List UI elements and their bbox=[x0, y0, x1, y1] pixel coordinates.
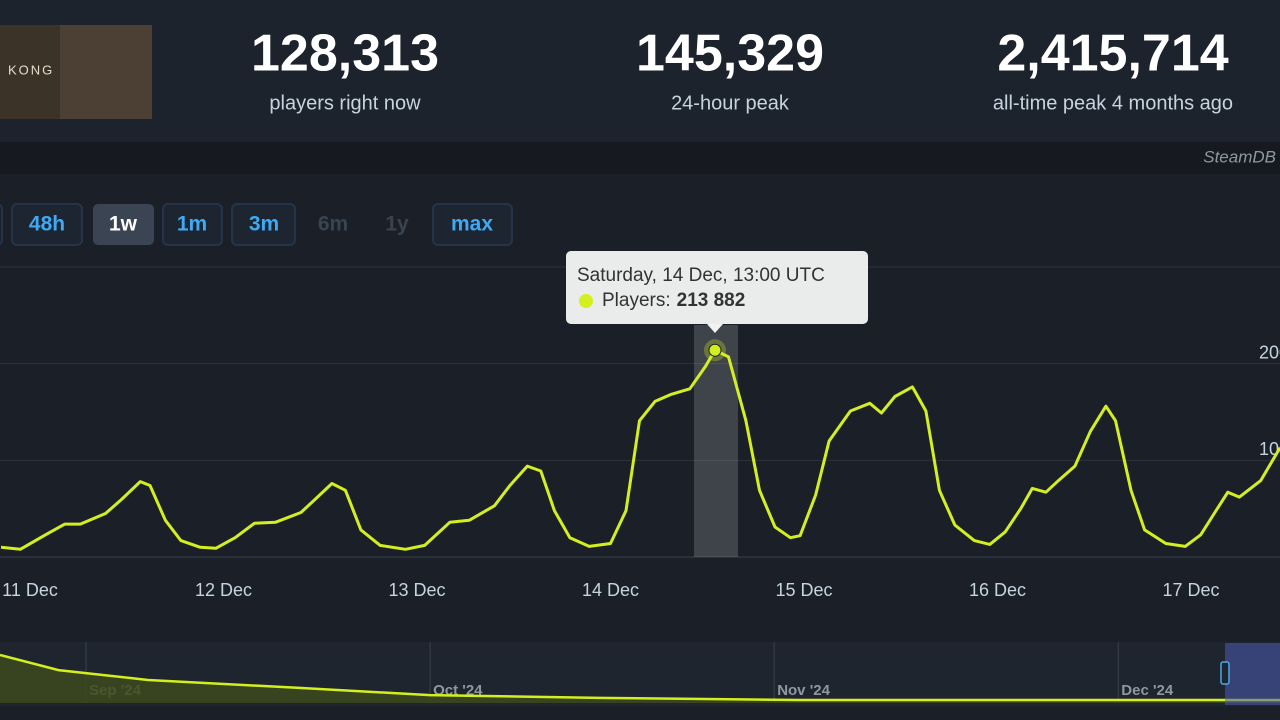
hover-point bbox=[708, 343, 722, 357]
x-tick-label: 14 Dec bbox=[582, 580, 639, 600]
tooltip-label: Players: bbox=[602, 290, 671, 311]
navigator-handle[interactable] bbox=[1220, 661, 1230, 685]
y-tick-label: 200k bbox=[1259, 342, 1280, 362]
x-tick-label: 13 Dec bbox=[388, 580, 445, 600]
series-area bbox=[0, 655, 1280, 703]
range-button[interactable] bbox=[162, 203, 223, 246]
tooltip-title: Saturday, 14 Dec, 13:00 UTC bbox=[577, 265, 825, 286]
range-label: 1w bbox=[109, 213, 138, 236]
tooltip-pointer bbox=[706, 324, 723, 333]
stat-label: players right now bbox=[269, 92, 421, 114]
tooltip-value: 213 882 bbox=[677, 290, 746, 311]
x-tick-label: Nov '24 bbox=[777, 682, 830, 699]
x-tick-label: 15 Dec bbox=[775, 580, 832, 600]
range-button[interactable] bbox=[432, 203, 513, 246]
range-button-active[interactable] bbox=[93, 204, 154, 245]
brand: SteamDB bbox=[1203, 147, 1276, 166]
series-line bbox=[0, 348, 1280, 551]
stat-value: 128,313 bbox=[251, 25, 439, 83]
stat-value: 2,415,714 bbox=[997, 25, 1228, 83]
range-button[interactable] bbox=[11, 203, 83, 246]
range-label-disabled: 6m bbox=[318, 213, 348, 236]
stat-label: 24-hour peak bbox=[671, 92, 790, 114]
tooltip-dot bbox=[579, 294, 593, 308]
range-label: 1m bbox=[177, 213, 207, 236]
x-tick-label: 16 Dec bbox=[969, 580, 1026, 600]
tooltip bbox=[566, 251, 868, 324]
stat-value: 145,329 bbox=[636, 25, 824, 83]
range-label: 3m bbox=[249, 213, 279, 236]
logo-text: KONG bbox=[8, 62, 54, 77]
x-tick-label: 11 Dec bbox=[2, 580, 58, 600]
range-label: 48h bbox=[29, 213, 65, 236]
range-label: max bbox=[451, 213, 493, 236]
x-tick-label: 12 Dec bbox=[195, 580, 252, 600]
stat-label: all-time peak 4 months ago bbox=[993, 92, 1233, 114]
x-tick-label: 17 Dec bbox=[1162, 580, 1219, 600]
series-line bbox=[0, 653, 1280, 702]
brand-strip bbox=[0, 142, 1280, 174]
range-button[interactable] bbox=[231, 203, 296, 246]
logo-figure bbox=[60, 25, 152, 119]
header-bg bbox=[0, 0, 1280, 142]
range-button[interactable] bbox=[0, 203, 3, 246]
x-tick-label: Dec '24 bbox=[1121, 682, 1174, 699]
navigator-selection[interactable] bbox=[1225, 643, 1280, 705]
range-label-disabled: 1y bbox=[385, 213, 409, 236]
